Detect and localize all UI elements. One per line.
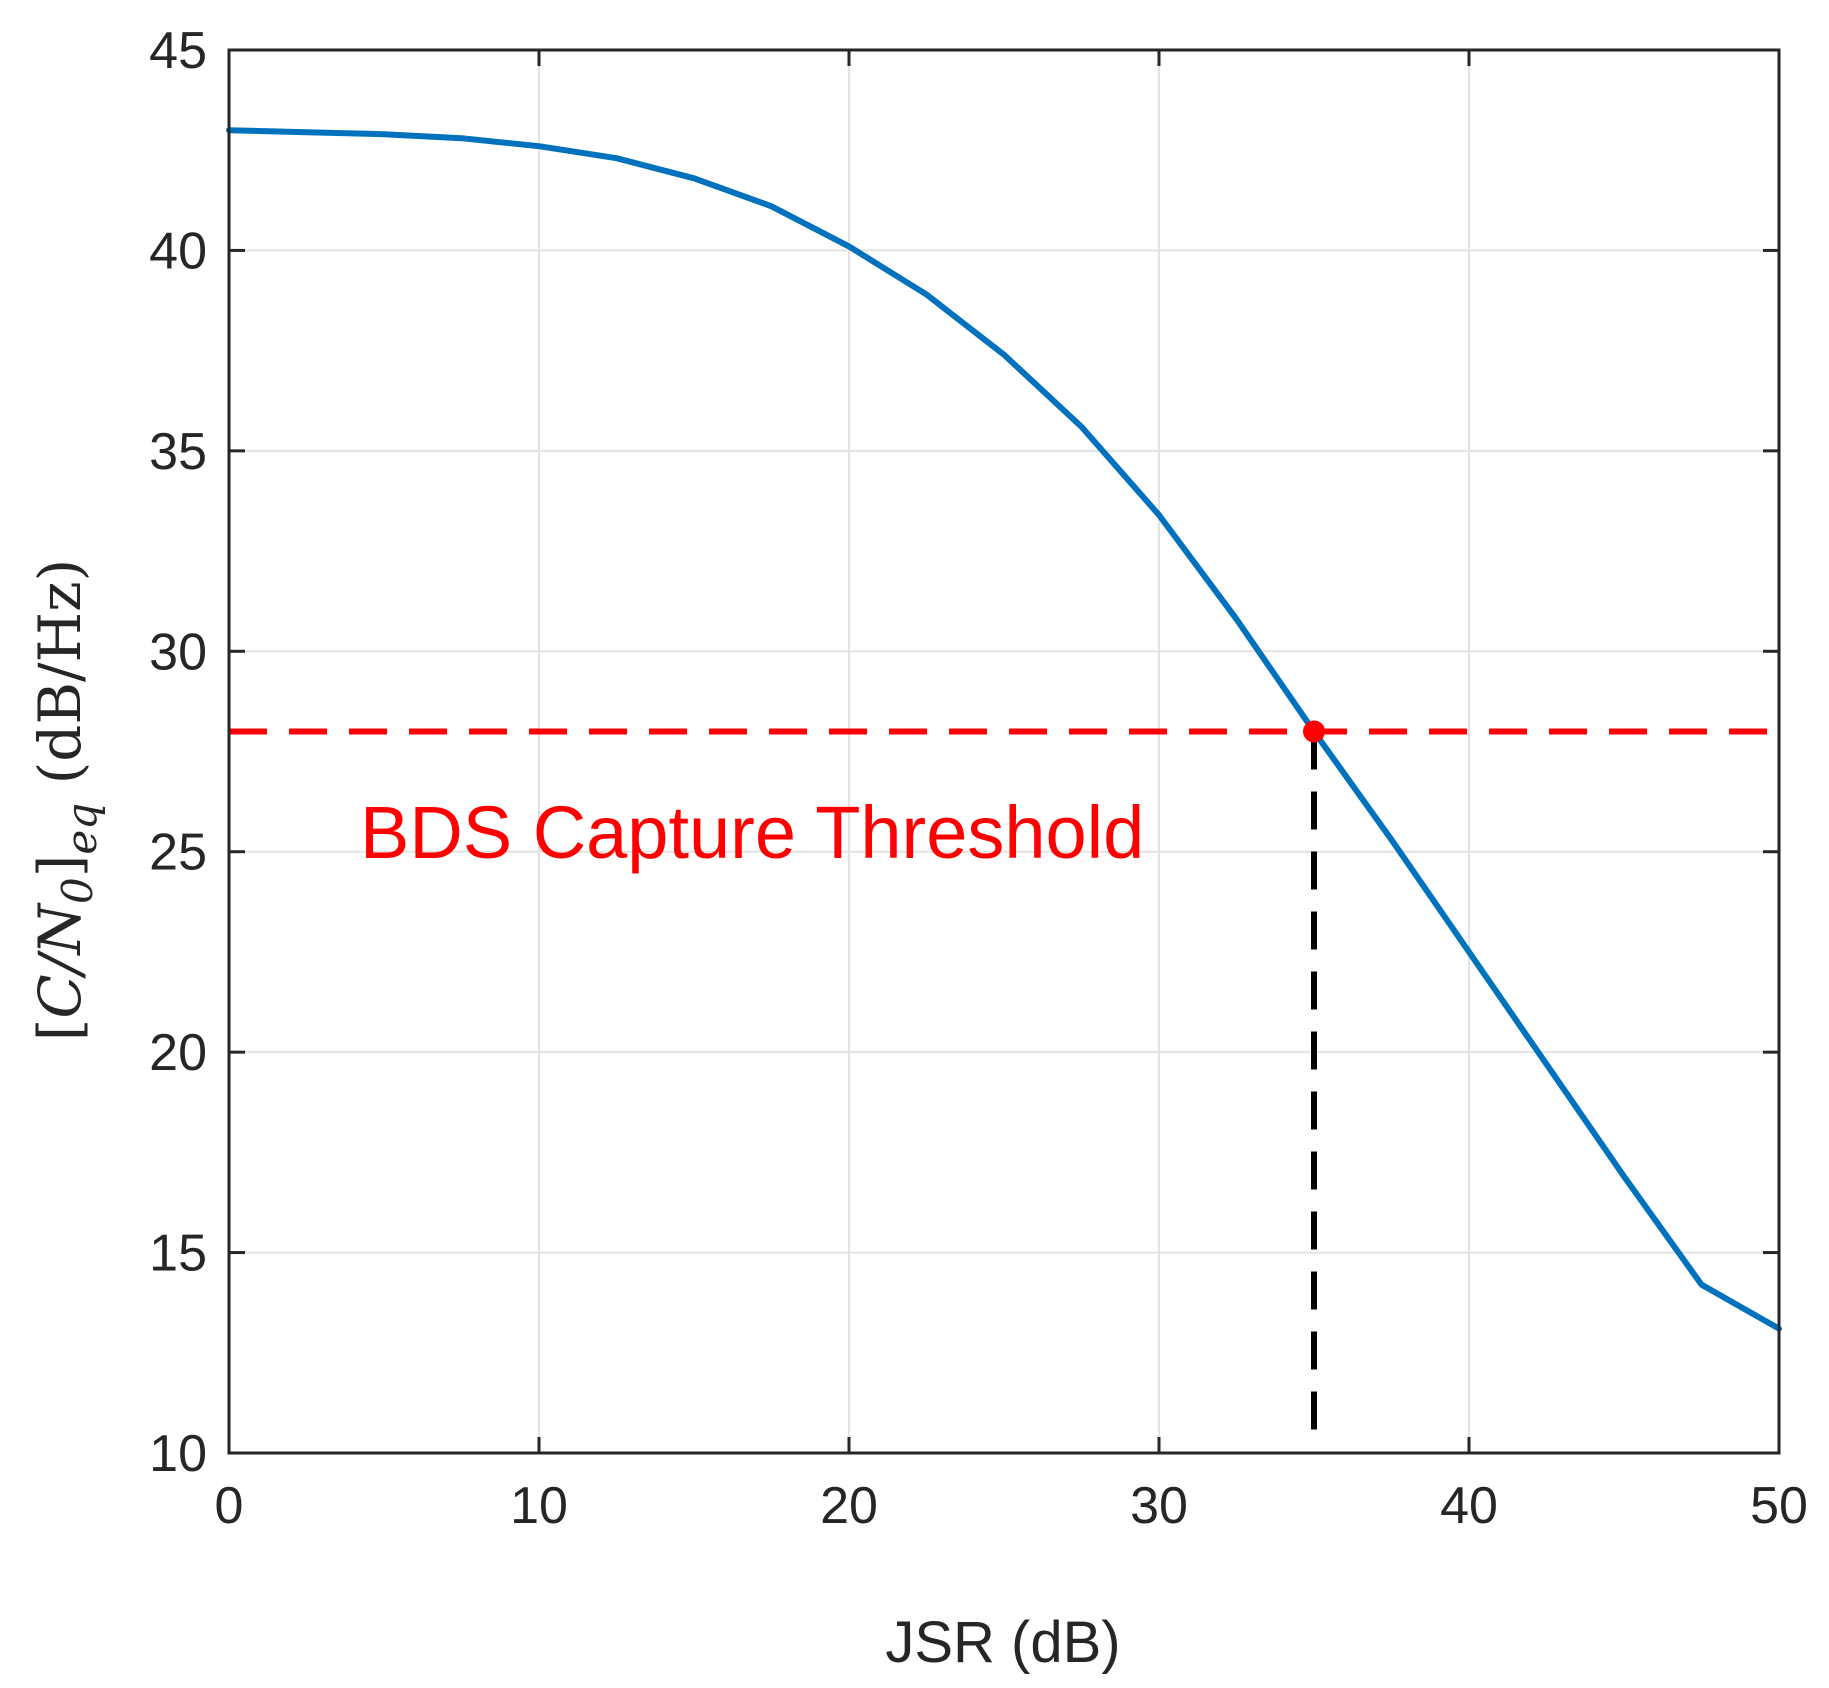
reference-lines (229, 728, 1779, 1453)
y-label-units: (dB/Hz) (26, 559, 94, 803)
y-tick-label: 20 (149, 1024, 207, 1082)
threshold-annotation: BDS Capture Threshold (360, 791, 1144, 874)
series-group (226, 127, 1782, 1332)
y-tick-label: 40 (149, 222, 207, 280)
y-tick-label: 10 (149, 1425, 207, 1483)
y-tick-label: 25 (149, 824, 207, 882)
intersection-point (1303, 720, 1325, 743)
grid-lines (228, 49, 1780, 1454)
y-tick-label: 35 (149, 423, 207, 481)
x-tick-label: 20 (820, 1477, 878, 1535)
y-tick-label: 45 (149, 22, 207, 80)
y-label-n: N (26, 902, 94, 957)
y-label-subscript: eq (57, 803, 106, 855)
x-tick-label: 0 (215, 1477, 244, 1535)
x-tick-label: 40 (1440, 1477, 1498, 1535)
y-label-c: C (26, 974, 94, 1018)
series-line (226, 127, 1782, 1332)
y-tick-label: 15 (149, 1225, 207, 1283)
x-tick-label: 10 (510, 1477, 568, 1535)
x-axis-label: JSR (dB) (885, 1610, 1120, 1675)
y-label-zero: 0 (53, 877, 102, 904)
y-axis-label: [C/N0]eq (dB/Hz) (26, 559, 106, 1042)
y-axis-ticks: 10 15 20 25 30 35 40 45 (149, 22, 1779, 1483)
x-tick-label: 30 (1130, 1477, 1188, 1535)
x-tick-label: 50 (1750, 1477, 1808, 1535)
y-tick-label: 30 (149, 623, 207, 681)
y-label-close-bracket: ] (26, 855, 94, 878)
y-label-open-bracket: [ (26, 1019, 94, 1042)
x-axis-ticks: 0 10 20 30 40 50 (215, 50, 1808, 1535)
plot-area-border (227, 48, 1781, 1455)
